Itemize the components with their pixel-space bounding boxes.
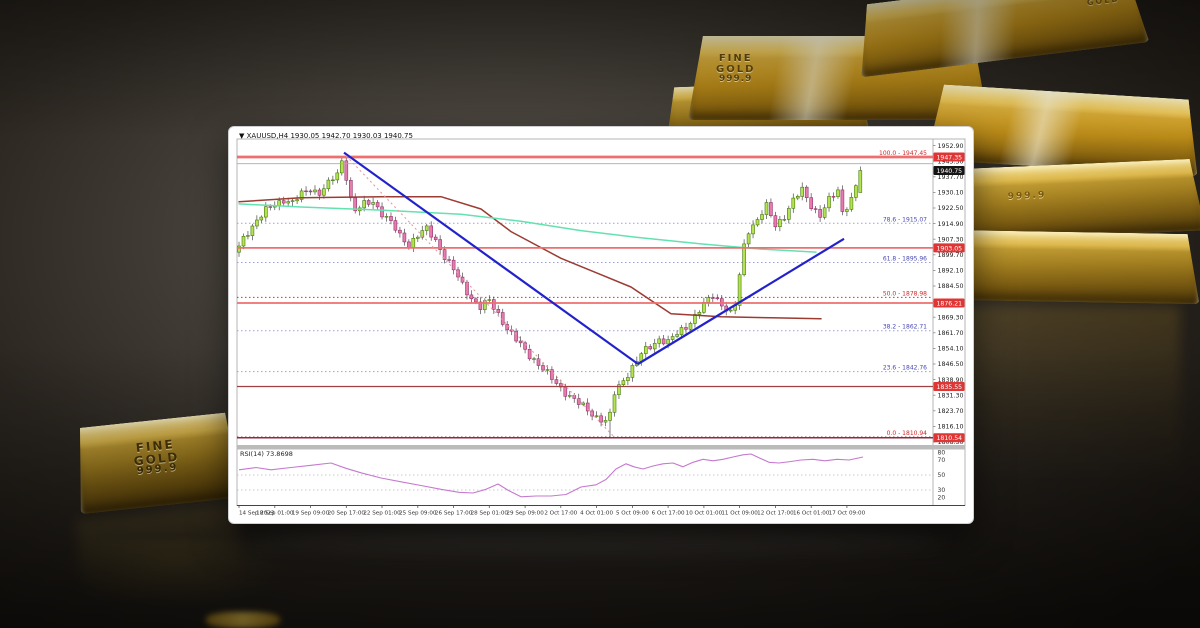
svg-text:1930.10: 1930.10 xyxy=(938,190,964,197)
svg-text:2 Oct 17:00: 2 Oct 17:00 xyxy=(544,511,577,517)
svg-text:10 Oct 01:00: 10 Oct 01:00 xyxy=(686,511,723,517)
svg-text:1810.54: 1810.54 xyxy=(937,435,963,442)
svg-text:6 Oct 17:00: 6 Oct 17:00 xyxy=(652,511,685,517)
svg-text:1937.70: 1937.70 xyxy=(938,174,964,181)
svg-text:1808.50: 1808.50 xyxy=(938,439,964,446)
svg-text:11 Oct 09:00: 11 Oct 09:00 xyxy=(721,511,758,517)
svg-text:1884.50: 1884.50 xyxy=(938,283,964,290)
chart-ohlc-title: ▼ XAUUSD,H4 1930.05 1942.70 1930.03 1940… xyxy=(239,132,413,140)
svg-text:1945.30: 1945.30 xyxy=(938,158,964,165)
svg-text:80: 80 xyxy=(938,450,946,457)
svg-text:1838.90: 1838.90 xyxy=(938,377,964,384)
svg-text:1940.75: 1940.75 xyxy=(937,168,963,175)
svg-text:4 Oct 01:00: 4 Oct 01:00 xyxy=(580,511,613,517)
svg-text:1869.30: 1869.30 xyxy=(938,314,964,321)
price-chart[interactable]: 1952.90 1945.30 1937.70 1930.10 1922.50 1914.… xyxy=(229,127,973,523)
svg-text:50: 50 xyxy=(938,472,946,479)
svg-text:1914.90: 1914.90 xyxy=(938,221,964,228)
svg-text:1876.21: 1876.21 xyxy=(937,300,963,307)
svg-text:18 Sep 01:00: 18 Sep 01:00 xyxy=(256,511,294,517)
rsi-indicator-label: RSI(14) 73.8698 xyxy=(240,450,293,458)
svg-text:100.0 - 1947.45: 100.0 - 1947.45 xyxy=(879,150,927,157)
svg-text:1947.35: 1947.35 xyxy=(937,154,963,161)
svg-text:78.6 - 1915.07: 78.6 - 1915.07 xyxy=(883,216,927,223)
svg-text:1854.10: 1854.10 xyxy=(938,346,964,353)
svg-text:50.0 - 1878.98: 50.0 - 1878.98 xyxy=(883,290,927,297)
svg-text:29 Sep 09:00: 29 Sep 09:00 xyxy=(506,511,544,517)
svg-text:20 Sep 17:00: 20 Sep 17:00 xyxy=(328,511,366,517)
svg-text:38.2 - 1862.71: 38.2 - 1862.71 xyxy=(883,324,927,331)
svg-text:61.8 - 1895.96: 61.8 - 1895.96 xyxy=(883,256,927,263)
svg-text:17 Oct 09:00: 17 Oct 09:00 xyxy=(829,511,866,517)
svg-text:1907.30: 1907.30 xyxy=(938,236,964,243)
svg-text:1899.70: 1899.70 xyxy=(938,252,964,259)
chart-window: 1952.90 1945.30 1937.70 1930.10 1922.50 1914.… xyxy=(228,126,974,524)
svg-text:1861.70: 1861.70 xyxy=(938,330,964,337)
svg-text:16 Oct 01:00: 16 Oct 01:00 xyxy=(793,511,830,517)
window-reflection xyxy=(250,528,950,554)
svg-text:1952.90: 1952.90 xyxy=(938,143,964,150)
svg-text:1835.55: 1835.55 xyxy=(937,384,963,391)
svg-text:1816.10: 1816.10 xyxy=(938,424,964,431)
svg-text:0.0 - 1810.94: 0.0 - 1810.94 xyxy=(887,430,928,437)
svg-text:1903.05: 1903.05 xyxy=(937,245,963,252)
svg-text:30: 30 xyxy=(938,487,946,494)
svg-text:23.6 - 1842.76: 23.6 - 1842.76 xyxy=(883,365,927,372)
svg-text:1846.50: 1846.50 xyxy=(938,361,964,368)
svg-text:20: 20 xyxy=(938,495,946,502)
svg-text:5 Oct 09:00: 5 Oct 09:00 xyxy=(616,511,649,517)
svg-text:14 Sep 2023: 14 Sep 2023 xyxy=(239,511,275,517)
svg-text:1823.70: 1823.70 xyxy=(938,408,964,415)
svg-text:1831.30: 1831.30 xyxy=(938,392,964,399)
svg-text:19 Sep 09:00: 19 Sep 09:00 xyxy=(292,511,330,517)
svg-text:26 Sep 17:00: 26 Sep 17:00 xyxy=(435,511,473,517)
svg-text:28 Sep 01:00: 28 Sep 01:00 xyxy=(471,511,509,517)
svg-text:1922.50: 1922.50 xyxy=(938,205,964,212)
svg-text:25 Sep 09:00: 25 Sep 09:00 xyxy=(399,511,437,517)
svg-text:1892.10: 1892.10 xyxy=(938,268,964,275)
svg-text:12 Oct 17:00: 12 Oct 17:00 xyxy=(757,511,794,517)
svg-text:70: 70 xyxy=(938,457,946,464)
svg-text:22 Sep 01:00: 22 Sep 01:00 xyxy=(363,511,401,517)
